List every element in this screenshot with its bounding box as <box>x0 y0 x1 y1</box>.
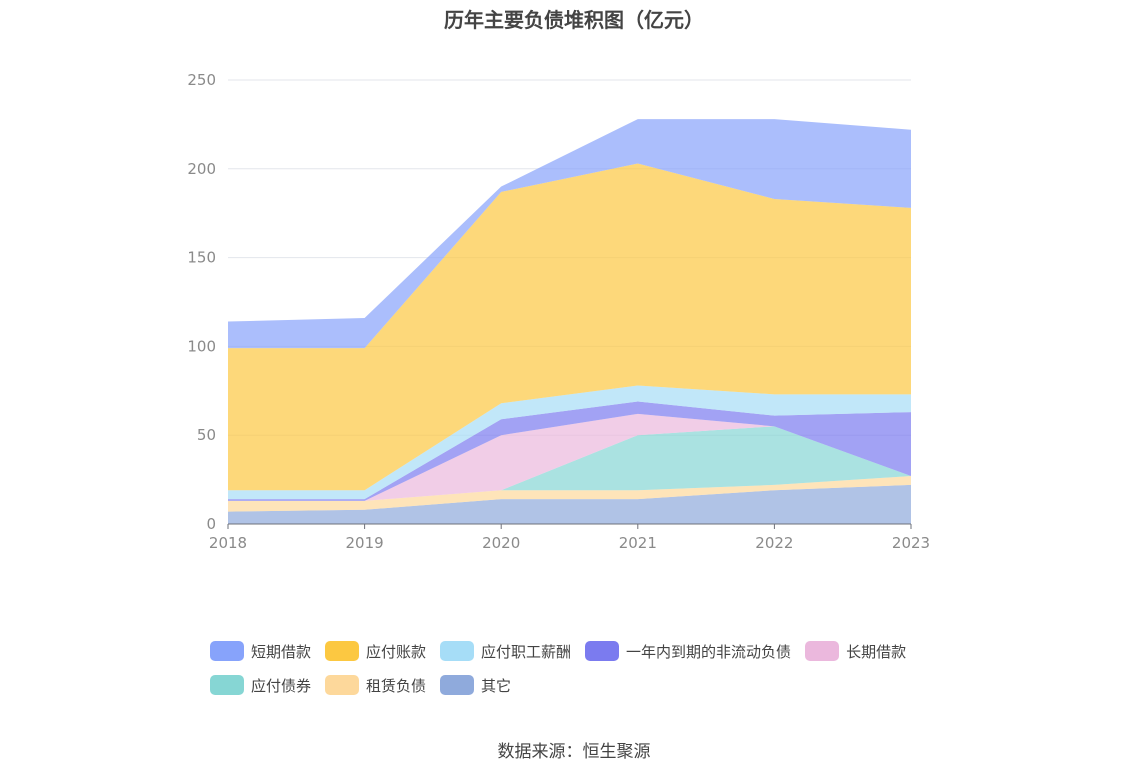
y-tick-label: 200 <box>187 160 216 178</box>
x-tick-label: 2022 <box>755 534 793 552</box>
legend-label: 租赁负债 <box>366 676 427 695</box>
y-tick-label: 50 <box>197 426 216 444</box>
legend-swatch <box>440 641 475 661</box>
legend-item[interactable]: 应付职工薪酬 <box>440 640 571 662</box>
legend-label: 应付债券 <box>251 676 312 695</box>
legend-swatch <box>440 675 475 695</box>
y-tick-label: 250 <box>187 71 216 89</box>
y-tick-label: 100 <box>187 337 216 355</box>
legend-swatch <box>325 641 360 661</box>
legend-swatch <box>585 641 620 661</box>
legend-label: 应付账款 <box>366 642 427 661</box>
area-应付职工薪酬 <box>228 385 911 500</box>
x-tick-label: 2023 <box>892 534 930 552</box>
data-source: 数据来源：恒生聚源 <box>497 742 651 762</box>
legend-item[interactable]: 短期借款 <box>210 640 311 662</box>
area-series <box>228 119 911 524</box>
area-短期借款 <box>228 119 911 349</box>
x-tick-label: 2020 <box>482 534 520 552</box>
legend-swatch <box>210 675 244 695</box>
area-长期借款 <box>228 413 911 501</box>
x-tick-label: 2021 <box>619 534 657 552</box>
legend-label: 一年内到期的非流动负债 <box>626 642 792 661</box>
legend-label: 长期借款 <box>846 642 907 661</box>
legend-label: 其它 <box>481 676 512 695</box>
legend-item[interactable]: 长期借款 <box>805 640 906 662</box>
area-应付债券 <box>228 426 911 501</box>
axes: 0 50 100 150 200 250 2018 2019 2020 2021 2022 2023 <box>187 71 930 552</box>
x-tick-label: 2019 <box>346 534 384 552</box>
legend-label: 短期借款 <box>251 642 312 661</box>
legend-label: 应付职工薪酬 <box>481 642 572 661</box>
chart-title: 历年主要负债堆积图（亿元） <box>444 8 704 32</box>
legend-swatch <box>805 641 840 661</box>
area-应付账款 <box>228 163 911 491</box>
legend-item[interactable]: 其它 <box>440 674 511 696</box>
y-tick-label: 150 <box>187 249 216 267</box>
legend-item[interactable]: 租赁负债 <box>325 674 426 696</box>
x-tick-label: 2018 <box>209 534 247 552</box>
y-tick-label: 0 <box>206 515 216 533</box>
legend: 短期借款 应付账款 应付职工薪酬 一年内到期的非流动负债 长期借款应付债券 租赁负债 其它 <box>210 640 970 696</box>
area-租赁负债 <box>228 476 911 512</box>
stacked-area-chart: 0 50 100 150 200 250 2018 2019 2020 2021 2022 2023 <box>187 71 930 552</box>
area-一年内到期的非流动负债 <box>228 401 911 501</box>
legend-item[interactable]: 应付账款 <box>325 640 426 662</box>
legend-swatch <box>210 641 244 661</box>
area-其它 <box>228 484 911 524</box>
legend-swatch <box>325 675 360 695</box>
legend-item[interactable]: 一年内到期的非流动负债 <box>585 640 791 662</box>
legend-item[interactable]: 应付债券 <box>210 674 311 696</box>
